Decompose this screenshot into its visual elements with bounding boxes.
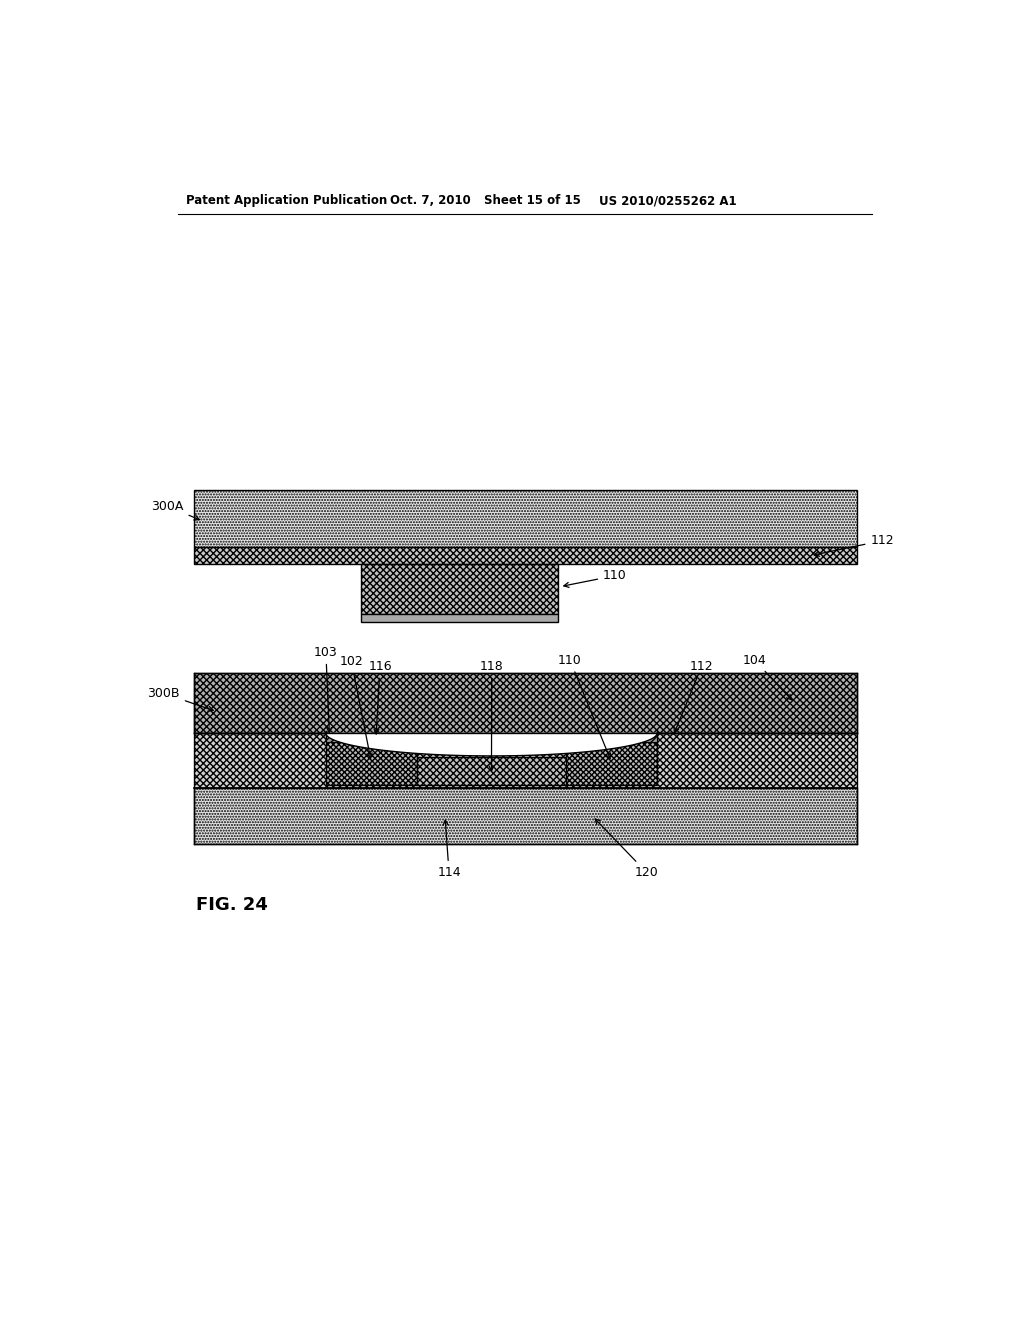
- Text: FIG. 24: FIG. 24: [197, 896, 268, 913]
- Text: 112: 112: [674, 660, 714, 733]
- Text: Sheet 15 of 15: Sheet 15 of 15: [484, 194, 582, 207]
- Text: 118: 118: [480, 660, 504, 771]
- Text: 103: 103: [314, 645, 338, 733]
- Text: Patent Application Publication: Patent Application Publication: [186, 194, 387, 207]
- Bar: [360, 564, 558, 614]
- Polygon shape: [326, 733, 657, 756]
- Text: US 2010/0255262 A1: US 2010/0255262 A1: [599, 194, 737, 207]
- Text: 120: 120: [595, 818, 658, 879]
- Bar: [360, 614, 558, 622]
- Text: 300B: 300B: [147, 686, 213, 711]
- Bar: [194, 788, 856, 843]
- Text: 110: 110: [558, 653, 610, 759]
- Text: 300A: 300A: [152, 500, 200, 520]
- Text: 102: 102: [340, 655, 372, 758]
- Bar: [194, 490, 856, 548]
- Bar: [194, 733, 856, 788]
- Bar: [326, 734, 417, 785]
- Bar: [566, 734, 657, 785]
- Text: 112: 112: [814, 535, 894, 556]
- Text: 114: 114: [437, 820, 461, 879]
- Bar: [194, 548, 856, 564]
- Bar: [566, 734, 657, 742]
- Text: Oct. 7, 2010: Oct. 7, 2010: [390, 194, 471, 207]
- Text: 116: 116: [369, 660, 392, 734]
- Text: 110: 110: [564, 569, 627, 587]
- Bar: [417, 758, 566, 785]
- Bar: [326, 734, 417, 742]
- Text: 104: 104: [742, 653, 792, 700]
- Bar: [194, 673, 856, 733]
